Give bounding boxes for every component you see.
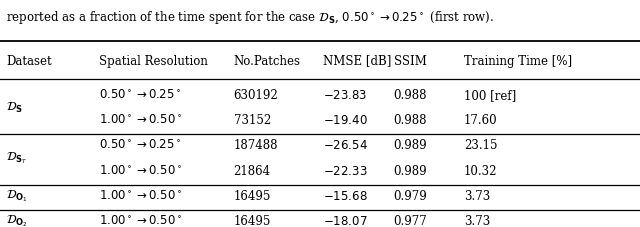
Text: Dataset: Dataset bbox=[6, 54, 52, 67]
Text: SSIM: SSIM bbox=[394, 54, 426, 67]
Text: $-23.83$: $-23.83$ bbox=[323, 88, 367, 101]
Text: 0.979: 0.979 bbox=[394, 189, 428, 202]
Text: 16495: 16495 bbox=[234, 214, 271, 227]
Text: $\mathcal{D}_{\mathbf{O}_2}$: $\mathcal{D}_{\mathbf{O}_2}$ bbox=[6, 213, 28, 227]
Text: 187488: 187488 bbox=[234, 139, 278, 152]
Text: $\mathcal{D}_{\mathbf{S}_T}$: $\mathcal{D}_{\mathbf{S}_T}$ bbox=[6, 150, 28, 165]
Text: $-22.33$: $-22.33$ bbox=[323, 164, 368, 177]
Text: 16495: 16495 bbox=[234, 189, 271, 202]
Text: NMSE [dB]: NMSE [dB] bbox=[323, 54, 392, 67]
Text: 21864: 21864 bbox=[234, 164, 271, 177]
Text: reported as a fraction of the time spent for the case $\mathcal{D}_{\mathbf{S}}$: reported as a fraction of the time spent… bbox=[6, 9, 495, 25]
Text: $0.50^\circ \rightarrow 0.25^\circ$: $0.50^\circ \rightarrow 0.25^\circ$ bbox=[99, 139, 182, 152]
Text: No.Patches: No.Patches bbox=[234, 54, 301, 67]
Text: 630192: 630192 bbox=[234, 88, 278, 101]
Text: 0.977: 0.977 bbox=[394, 214, 428, 227]
Text: $1.00^\circ \rightarrow 0.50^\circ$: $1.00^\circ \rightarrow 0.50^\circ$ bbox=[99, 164, 182, 177]
Text: Training Time [%]: Training Time [%] bbox=[464, 54, 572, 67]
Text: 0.989: 0.989 bbox=[394, 139, 428, 152]
Text: 3.73: 3.73 bbox=[464, 189, 490, 202]
Text: $1.00^\circ \rightarrow 0.50^\circ$: $1.00^\circ \rightarrow 0.50^\circ$ bbox=[99, 189, 182, 202]
Text: 17.60: 17.60 bbox=[464, 114, 498, 126]
Text: 23.15: 23.15 bbox=[464, 139, 497, 152]
Text: $-18.07$: $-18.07$ bbox=[323, 214, 368, 227]
Text: 0.988: 0.988 bbox=[394, 88, 427, 101]
Text: $1.00^\circ \rightarrow 0.50^\circ$: $1.00^\circ \rightarrow 0.50^\circ$ bbox=[99, 114, 182, 126]
Text: 100 [ref]: 100 [ref] bbox=[464, 88, 516, 101]
Text: $0.50^\circ \rightarrow 0.25^\circ$: $0.50^\circ \rightarrow 0.25^\circ$ bbox=[99, 88, 182, 101]
Text: 0.989: 0.989 bbox=[394, 164, 428, 177]
Text: 73152: 73152 bbox=[234, 114, 271, 126]
Text: 3.73: 3.73 bbox=[464, 214, 490, 227]
Text: $-19.40$: $-19.40$ bbox=[323, 114, 368, 126]
Text: $\mathcal{D}_{\mathbf{S}}$: $\mathcal{D}_{\mathbf{S}}$ bbox=[6, 100, 23, 114]
Text: 10.32: 10.32 bbox=[464, 164, 497, 177]
Text: $1.00^\circ \rightarrow 0.50^\circ$: $1.00^\circ \rightarrow 0.50^\circ$ bbox=[99, 214, 182, 227]
Text: $-15.68$: $-15.68$ bbox=[323, 189, 368, 202]
Text: $-26.54$: $-26.54$ bbox=[323, 139, 368, 152]
Text: $\mathcal{D}_{\mathbf{O}_1}$: $\mathcal{D}_{\mathbf{O}_1}$ bbox=[6, 188, 28, 203]
Text: 0.988: 0.988 bbox=[394, 114, 427, 126]
Text: Spatial Resolution: Spatial Resolution bbox=[99, 54, 208, 67]
